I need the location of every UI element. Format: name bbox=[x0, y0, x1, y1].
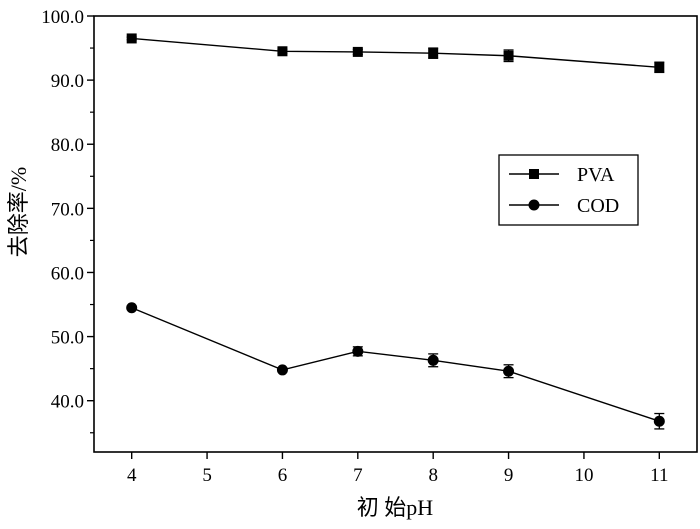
legend-marker-pva bbox=[529, 169, 539, 179]
legend-box bbox=[498, 154, 639, 226]
data-point-pva bbox=[503, 50, 514, 61]
y-axis-title: 去除率/% bbox=[6, 167, 31, 257]
x-tick-label: 4 bbox=[127, 465, 137, 486]
y-tick-label: 70.0 bbox=[51, 199, 84, 220]
data-point-cod bbox=[427, 354, 439, 366]
plot-border bbox=[93, 15, 698, 453]
y-tick-label: 60.0 bbox=[51, 263, 84, 284]
y-tick-label: 80.0 bbox=[51, 135, 84, 156]
series-line-cod bbox=[131, 307, 660, 422]
x-tick-label: 7 bbox=[353, 465, 363, 486]
x-axis: 4 5 6 7 8 9 10 11 bbox=[127, 452, 668, 486]
series-pva bbox=[126, 33, 665, 74]
x-tick-label: 6 bbox=[278, 465, 288, 486]
x-tick-label: 8 bbox=[428, 465, 438, 486]
legend-marker-cod bbox=[528, 199, 540, 211]
data-point-pva bbox=[352, 46, 363, 57]
data-point-pva bbox=[654, 62, 665, 73]
y-axis: 40.0 50.0 60.0 70.0 80.0 90.0 100.0 bbox=[41, 7, 94, 434]
y-tick-label: 100.0 bbox=[41, 7, 84, 28]
data-point-cod bbox=[653, 415, 665, 427]
series-line-pva bbox=[131, 37, 660, 68]
plot-frame bbox=[93, 15, 698, 453]
data-point-pva bbox=[126, 33, 137, 44]
legend-label-cod: COD bbox=[577, 195, 619, 217]
data-point-cod bbox=[503, 365, 515, 377]
y-tick-label: 50.0 bbox=[51, 328, 84, 349]
series-cod bbox=[126, 302, 665, 430]
x-tick-label: 10 bbox=[574, 465, 593, 486]
x-tick-label: 9 bbox=[504, 465, 514, 486]
series-layer bbox=[126, 33, 665, 430]
data-point-cod bbox=[352, 345, 364, 357]
legend: PVA COD bbox=[498, 154, 639, 226]
data-point-cod bbox=[276, 364, 288, 376]
data-point-pva bbox=[428, 48, 439, 59]
legend-label-pva: PVA bbox=[577, 164, 615, 186]
data-point-cod bbox=[126, 302, 138, 314]
data-point-pva bbox=[277, 46, 288, 57]
x-tick-label: 11 bbox=[650, 465, 668, 486]
y-tick-label: 40.0 bbox=[51, 392, 84, 413]
x-tick-label: 5 bbox=[202, 465, 212, 486]
y-tick-label: 90.0 bbox=[51, 71, 84, 92]
x-axis-title: 初 始pH bbox=[357, 495, 434, 520]
